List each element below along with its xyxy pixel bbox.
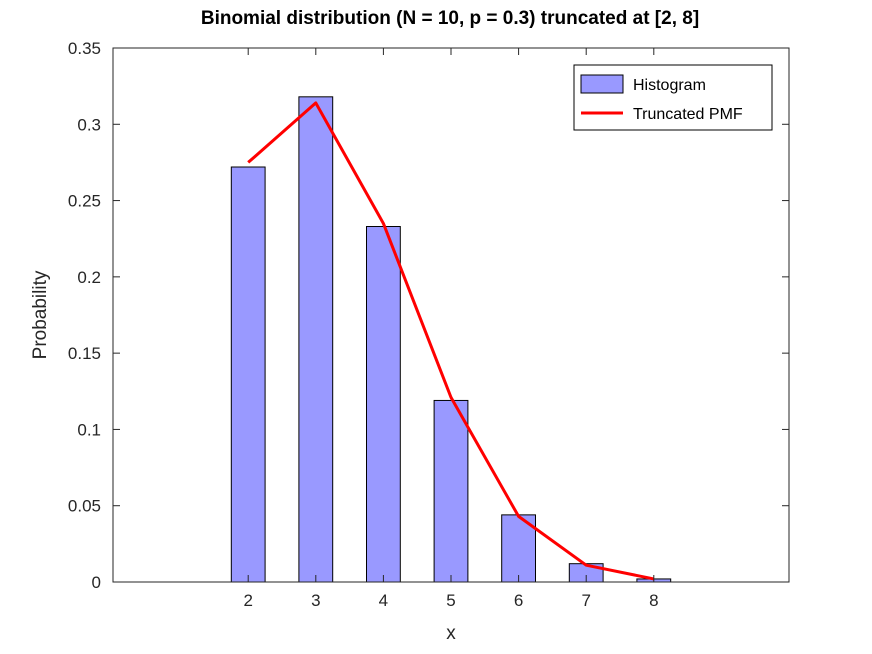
legend: Histogram Truncated PMF xyxy=(573,64,773,131)
x-tick-label: 8 xyxy=(649,591,658,610)
bar-2 xyxy=(230,166,266,583)
y-tick-label: 0.3 xyxy=(77,115,101,134)
bar-5 xyxy=(433,399,469,583)
y-tick-label: 0.15 xyxy=(68,344,101,363)
y-tick-label: 0.35 xyxy=(68,39,101,58)
x-tick-label: 3 xyxy=(311,591,320,610)
y-axis-label: Probability xyxy=(30,270,51,359)
y-tick-label: 0.1 xyxy=(77,420,101,439)
bar-series xyxy=(230,96,672,583)
legend-label-pmf: Truncated PMF xyxy=(633,106,743,123)
pmf-line xyxy=(247,101,655,581)
line-series xyxy=(247,101,655,581)
bar-4 xyxy=(366,226,401,583)
legend-label-histogram: Histogram xyxy=(633,77,706,94)
axes: 2 3 4 5 6 7 8 0 0.05 0.1 0.15 0.2 0.25 0.3 0.35 xyxy=(68,39,790,610)
x-tick-label: 7 xyxy=(581,591,590,610)
x-tick-label: 4 xyxy=(379,591,388,610)
x-axis-label: x xyxy=(446,623,456,644)
legend-swatch-histogram xyxy=(580,74,624,94)
y-tick-label: 0.05 xyxy=(68,497,101,516)
bar-3 xyxy=(298,96,334,583)
x-tick-label: 5 xyxy=(446,591,455,610)
y-tick-label: 0.25 xyxy=(68,192,101,211)
y-tick-label: 0 xyxy=(92,573,101,592)
x-tick-label: 2 xyxy=(243,591,252,610)
x-tick-label: 6 xyxy=(514,591,523,610)
y-tick-label: 0.2 xyxy=(77,268,101,287)
chart-title: Binomial distribution (N = 10, p = 0.3) … xyxy=(201,8,699,29)
